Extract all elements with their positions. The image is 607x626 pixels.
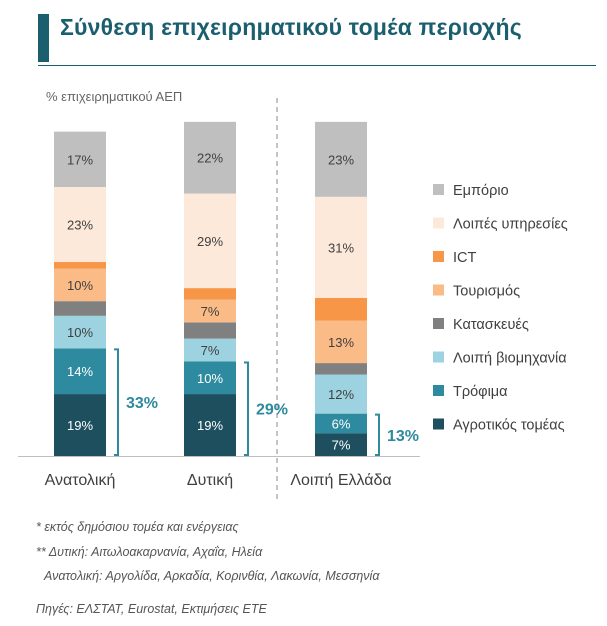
bracket-east	[114, 348, 119, 456]
data-label-rest-2: 12%	[328, 387, 354, 402]
x-tick-label-west: Δυτική	[187, 472, 233, 489]
bracket-rest	[375, 413, 380, 456]
x-tick-label-east: Ανατολική	[45, 472, 116, 489]
legend-swatch-2	[433, 351, 444, 363]
data-label-east-0: 19%	[67, 418, 93, 433]
bar-segment-west-4	[184, 299, 236, 323]
bracket-west	[244, 361, 249, 456]
legend-label-1: Τρόφιμα	[453, 384, 508, 400]
data-label-west-6: 29%	[197, 234, 223, 249]
data-label-rest-4: 13%	[328, 335, 354, 350]
data-label-west-2: 7%	[201, 343, 220, 358]
data-label-rest-6: 31%	[328, 240, 354, 255]
bracket-label-rest: 13%	[387, 428, 419, 445]
data-label-west-7: 22%	[197, 151, 223, 166]
bar-segment-west-3	[184, 322, 236, 339]
bar-segment-rest-0	[315, 433, 367, 456]
bar-segment-west-0	[184, 394, 236, 456]
bar-segment-east-4	[54, 268, 106, 302]
legend-label-0: Αγροτικός τομέας	[453, 418, 565, 434]
legend-label-3: Κατασκευές	[453, 317, 529, 333]
legend-label-5: ICT	[453, 250, 477, 266]
bar-segment-rest-6	[315, 196, 367, 298]
legend-swatch-0	[433, 418, 444, 430]
legend-label-2: Λοιπή βιομηχανία	[453, 351, 567, 367]
note-footnote-1: * εκτός δημόσιου τομέα και ενέργειας	[36, 520, 239, 534]
legend-swatch-3	[433, 318, 444, 329]
note-footnote-2: ** Δυτική: Αιτωλοακαρνανία, Αχαΐα, Ηλεία	[36, 545, 263, 559]
data-label-west-0: 19%	[197, 418, 223, 433]
bar-segment-rest-7	[315, 121, 367, 197]
bracket-label-east: 33%	[126, 395, 158, 412]
data-label-rest-1: 6%	[332, 416, 351, 431]
bar-segment-east-3	[54, 301, 106, 316]
bar-segment-west-1	[184, 361, 236, 395]
legend-swatch-6	[433, 217, 444, 229]
bar-segment-rest-4	[315, 320, 367, 364]
bar-segment-rest-2	[315, 374, 367, 414]
data-label-rest-7: 23%	[328, 152, 354, 167]
bar-segment-east-7	[54, 131, 106, 188]
bar-segment-east-0	[54, 394, 106, 456]
x-tick-label-rest: Λοιπή Ελλάδα	[290, 472, 391, 489]
page-title: Σύνθεση επιχειρηματικού τομέα περιοχής	[60, 14, 522, 40]
data-label-east-2: 10%	[67, 325, 93, 340]
bracket-label-west: 29%	[256, 402, 288, 419]
legend-swatch-7	[433, 184, 444, 195]
y-axis-label: % επιχειρηματικού ΑΕΠ	[46, 89, 182, 104]
bar-segment-west-7	[184, 121, 236, 194]
title-block: Σύνθεση επιχειρηματικού τομέα περιοχής	[0, 0, 607, 70]
bar-segment-west-6	[184, 193, 236, 289]
title-accent-bar	[38, 14, 49, 62]
legend-swatch-1	[433, 385, 444, 396]
data-label-east-4: 10%	[67, 278, 93, 293]
bar-segment-rest-1	[315, 413, 367, 434]
data-label-rest-0: 7%	[332, 438, 351, 453]
bar-segment-west-5	[184, 288, 236, 300]
bar-segment-east-5	[54, 262, 106, 269]
data-label-west-1: 10%	[197, 371, 223, 386]
legend-label-4: Τουρισμός	[453, 284, 520, 300]
bar-segment-east-2	[54, 315, 106, 349]
bar-segment-east-1	[54, 348, 106, 395]
data-label-east-7: 17%	[67, 152, 93, 167]
legend-swatch-5	[433, 251, 444, 262]
bar-segment-rest-5	[315, 297, 367, 321]
data-label-east-6: 23%	[67, 218, 93, 233]
title-rule	[38, 65, 596, 66]
bar-segment-west-2	[184, 338, 236, 362]
legend-swatch-4	[433, 284, 444, 296]
bar-segment-rest-3	[315, 363, 367, 375]
legend-label-7: Εμπόριο	[453, 183, 509, 199]
note-footnote-3: Ανατολική: Αργολίδα, Αρκαδία, Κορινθία, …	[44, 569, 380, 583]
legend-label-6: Λοιπές υπηρεσίες	[453, 217, 568, 233]
bar-segment-east-6	[54, 187, 106, 263]
source-note: Πηγές: ΕΛΣΤΑΤ, Eurostat, Εκτιμήσεις ΕΤΕ	[36, 602, 267, 616]
data-label-east-1: 14%	[67, 364, 93, 379]
data-label-west-4: 7%	[201, 304, 220, 319]
stacked-bar-chart: % επιχειρηματικού ΑΕΠ 19% 14% 10% 10% 23% 17% 1…	[18, 89, 568, 500]
